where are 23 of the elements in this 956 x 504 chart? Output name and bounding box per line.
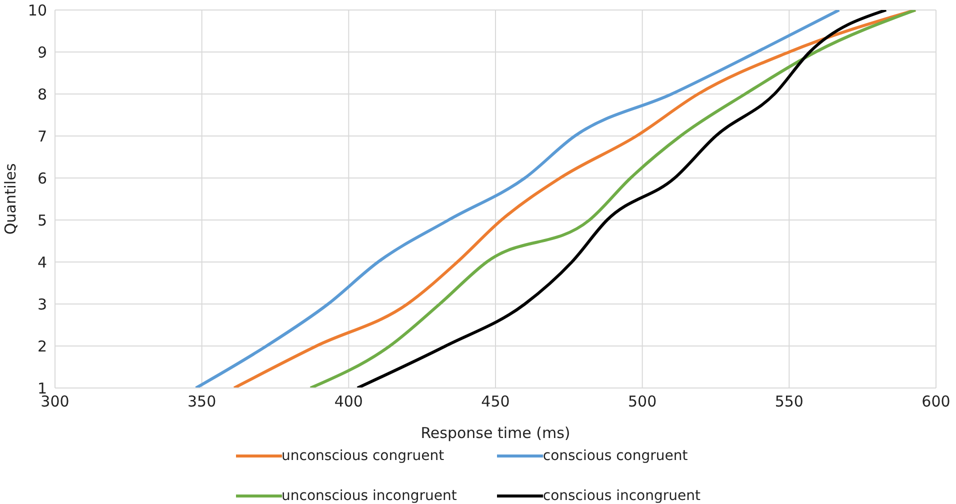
y-tick-label: 5 bbox=[37, 211, 47, 230]
y-tick-label: 10 bbox=[28, 1, 47, 20]
x-axis-title: Response time (ms) bbox=[420, 424, 570, 442]
legend-label: unconscious incongruent bbox=[282, 488, 457, 504]
y-tick-label: 2 bbox=[37, 337, 47, 356]
line-series bbox=[194, 10, 841, 388]
y-tick-label: 9 bbox=[37, 43, 47, 62]
legend-label: conscious incongruent bbox=[542, 488, 700, 504]
x-tick-label: 500 bbox=[628, 392, 657, 411]
y-axis-title: Quantiles bbox=[1, 163, 20, 235]
y-tick-label: 4 bbox=[37, 253, 47, 272]
legend-label: conscious congruent bbox=[542, 448, 688, 464]
x-tick-label: 450 bbox=[481, 392, 510, 411]
x-tick-label: 550 bbox=[774, 392, 804, 411]
legend-label: unconscious congruent bbox=[282, 448, 444, 464]
y-tick-label: 8 bbox=[37, 85, 47, 104]
x-tick-label: 350 bbox=[188, 392, 216, 411]
y-tick-label: 3 bbox=[37, 295, 47, 314]
y-tick-label: 6 bbox=[37, 169, 47, 188]
x-tick-label: 300 bbox=[40, 392, 70, 411]
x-tick-label: 600 bbox=[922, 392, 950, 411]
x-tick-label: 400 bbox=[334, 392, 363, 411]
y-tick-label: 7 bbox=[37, 127, 47, 146]
